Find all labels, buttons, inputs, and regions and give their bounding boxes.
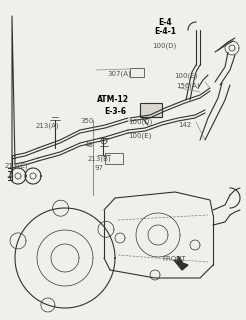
- Text: E-4-1: E-4-1: [154, 27, 176, 36]
- Text: 213(B): 213(B): [88, 155, 112, 162]
- Text: 213(A): 213(A): [36, 122, 60, 129]
- Text: ATM-12: ATM-12: [97, 95, 129, 104]
- Text: 156(A): 156(A): [176, 82, 200, 89]
- Text: 48: 48: [85, 142, 94, 148]
- Polygon shape: [174, 260, 188, 270]
- Text: 100(E): 100(E): [128, 132, 151, 139]
- Text: E-4: E-4: [158, 18, 172, 27]
- Text: 97: 97: [94, 165, 103, 171]
- Text: 142: 142: [178, 122, 191, 128]
- Bar: [140, 103, 162, 117]
- Text: 213(C): 213(C): [5, 162, 29, 169]
- Text: 100(D): 100(D): [128, 118, 152, 124]
- Text: E-3-6: E-3-6: [104, 107, 126, 116]
- Text: 307(A): 307(A): [107, 70, 131, 76]
- Text: 100(D): 100(D): [152, 42, 176, 49]
- Text: 100(E): 100(E): [174, 72, 197, 78]
- Text: 350: 350: [80, 118, 93, 124]
- Text: FRONT: FRONT: [162, 256, 186, 262]
- Bar: [130, 68, 144, 77]
- Bar: [105, 153, 123, 164]
